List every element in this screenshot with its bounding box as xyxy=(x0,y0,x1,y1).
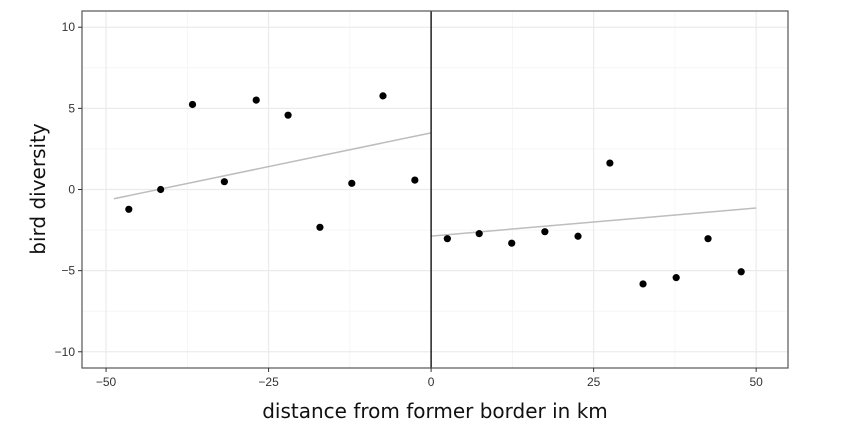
x-axis-ticks: −50 −25 0 25 50 xyxy=(96,368,763,389)
y-tick-label: −10 xyxy=(55,345,76,359)
data-point xyxy=(574,232,582,240)
x-tick-label: −25 xyxy=(258,375,279,389)
data-point xyxy=(348,179,356,187)
data-point xyxy=(379,92,387,100)
x-tick-label: 50 xyxy=(749,375,763,389)
data-point xyxy=(411,176,419,184)
data-point xyxy=(639,280,647,288)
data-point xyxy=(475,230,483,238)
data-point xyxy=(284,111,292,119)
y-axis-label: bird diversity xyxy=(26,123,50,255)
fit-lines xyxy=(113,132,757,237)
data-point xyxy=(188,100,197,109)
grid xyxy=(82,11,788,368)
data-point xyxy=(252,96,260,104)
fit-line xyxy=(113,132,432,200)
data-point xyxy=(316,223,324,231)
y-axis-ticks: −10 −5 0 5 10 xyxy=(55,20,82,359)
data-point xyxy=(737,268,745,276)
x-tick-label: 25 xyxy=(587,375,601,389)
x-axis-label: distance from former border in km xyxy=(262,399,608,423)
y-tick-label: 0 xyxy=(68,183,75,197)
data-point xyxy=(704,235,712,243)
data-point xyxy=(157,185,165,194)
points xyxy=(125,92,745,288)
x-tick-label: 0 xyxy=(428,375,435,389)
y-tick-label: −5 xyxy=(61,264,75,278)
data-point xyxy=(125,205,133,213)
data-point xyxy=(220,178,228,186)
data-point xyxy=(443,235,451,243)
y-tick-label: 5 xyxy=(68,101,75,115)
fit-line xyxy=(431,207,757,237)
data-point xyxy=(508,239,516,247)
x-tick-label: −50 xyxy=(96,375,117,389)
data-point xyxy=(541,228,549,236)
data-point xyxy=(672,274,680,282)
y-tick-label: 10 xyxy=(62,20,76,34)
data-point xyxy=(606,159,614,167)
